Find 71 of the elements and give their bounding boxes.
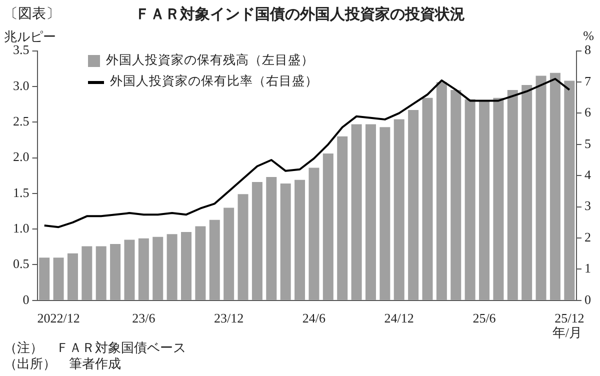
bar bbox=[209, 220, 220, 300]
bar bbox=[322, 153, 334, 300]
bar bbox=[39, 258, 50, 300]
y-axis-title: 兆ルピー bbox=[4, 28, 56, 45]
bar bbox=[351, 124, 362, 300]
y-tick-label: 3.5 bbox=[13, 42, 30, 58]
x-tick-label: 24/6 bbox=[302, 310, 326, 326]
y-tick-label: 1.5 bbox=[13, 184, 30, 200]
bar bbox=[564, 80, 575, 300]
x-tick-label: 2022/12 bbox=[37, 310, 80, 326]
chart-title: ＦＡＲ対象インド国債の外国人投資家の投資状況 bbox=[135, 7, 465, 23]
bar bbox=[450, 90, 462, 300]
y-tick-label: 0 bbox=[22, 292, 30, 307]
y2-tick-label: 4 bbox=[584, 167, 592, 182]
bar bbox=[479, 100, 490, 300]
bar bbox=[294, 180, 306, 300]
bar bbox=[166, 234, 178, 300]
legend-label: 外国人投資家の保有比率（右目盛） bbox=[109, 73, 318, 90]
y2-tick-label: 7 bbox=[584, 73, 592, 88]
y-tick-label: 2.0 bbox=[13, 149, 30, 164]
x-tick-label: 23/6 bbox=[132, 310, 156, 326]
y2-tick-label: 8 bbox=[584, 42, 591, 58]
bar bbox=[82, 246, 92, 300]
bar bbox=[266, 177, 277, 300]
y-tick-label: 3.0 bbox=[13, 78, 30, 93]
bar bbox=[337, 136, 348, 300]
y2-tick-label: 0 bbox=[584, 292, 591, 307]
bar bbox=[536, 76, 546, 300]
y2-tick-label: 2 bbox=[584, 229, 591, 244]
bar bbox=[522, 85, 532, 300]
x-tick-label: 25/6 bbox=[472, 310, 496, 326]
y2-tick-label: 5 bbox=[584, 136, 591, 151]
bar bbox=[394, 119, 404, 300]
x-axis-title: 年/月 bbox=[552, 324, 582, 342]
bar bbox=[507, 90, 518, 300]
x-tick-label: 23/12 bbox=[214, 310, 244, 326]
bar bbox=[96, 246, 106, 300]
bar bbox=[195, 226, 206, 300]
bar bbox=[238, 194, 248, 300]
y-tick-label: 0.5 bbox=[13, 256, 30, 272]
x-tick-label: 25/12 bbox=[554, 310, 584, 326]
bar bbox=[152, 236, 164, 300]
bar bbox=[280, 183, 291, 300]
y2-tick-label: 1 bbox=[584, 260, 591, 276]
bar bbox=[224, 208, 234, 300]
bar bbox=[380, 127, 390, 300]
x-tick-label: 24/12 bbox=[384, 310, 414, 326]
text: （出所） 筆者作成 bbox=[4, 356, 121, 371]
bar bbox=[365, 124, 376, 300]
bar bbox=[110, 244, 121, 300]
y2-tick-label: 6 bbox=[584, 104, 592, 120]
legend-label: 外国人投資家の保有残高（左目盛） bbox=[105, 52, 315, 69]
bar bbox=[408, 110, 419, 300]
bar bbox=[464, 99, 476, 300]
y2-axis-title: % bbox=[583, 28, 594, 44]
y-tick-label: 1.0 bbox=[13, 220, 30, 236]
bar bbox=[252, 182, 262, 300]
bar bbox=[422, 98, 433, 300]
y2-tick-label: 3 bbox=[584, 198, 591, 214]
text: 〔図表〕 bbox=[4, 6, 60, 23]
bar bbox=[308, 168, 320, 300]
bar bbox=[493, 98, 504, 300]
bar bbox=[124, 240, 135, 300]
bar bbox=[550, 72, 560, 300]
bar bbox=[138, 238, 149, 300]
y-tick-label: 2.5 bbox=[13, 114, 30, 129]
bar bbox=[67, 253, 78, 300]
bar bbox=[181, 232, 192, 300]
bar bbox=[53, 258, 64, 300]
bar bbox=[436, 82, 447, 300]
text: （注） ＦＡＲ対象国債ベース bbox=[4, 340, 186, 355]
